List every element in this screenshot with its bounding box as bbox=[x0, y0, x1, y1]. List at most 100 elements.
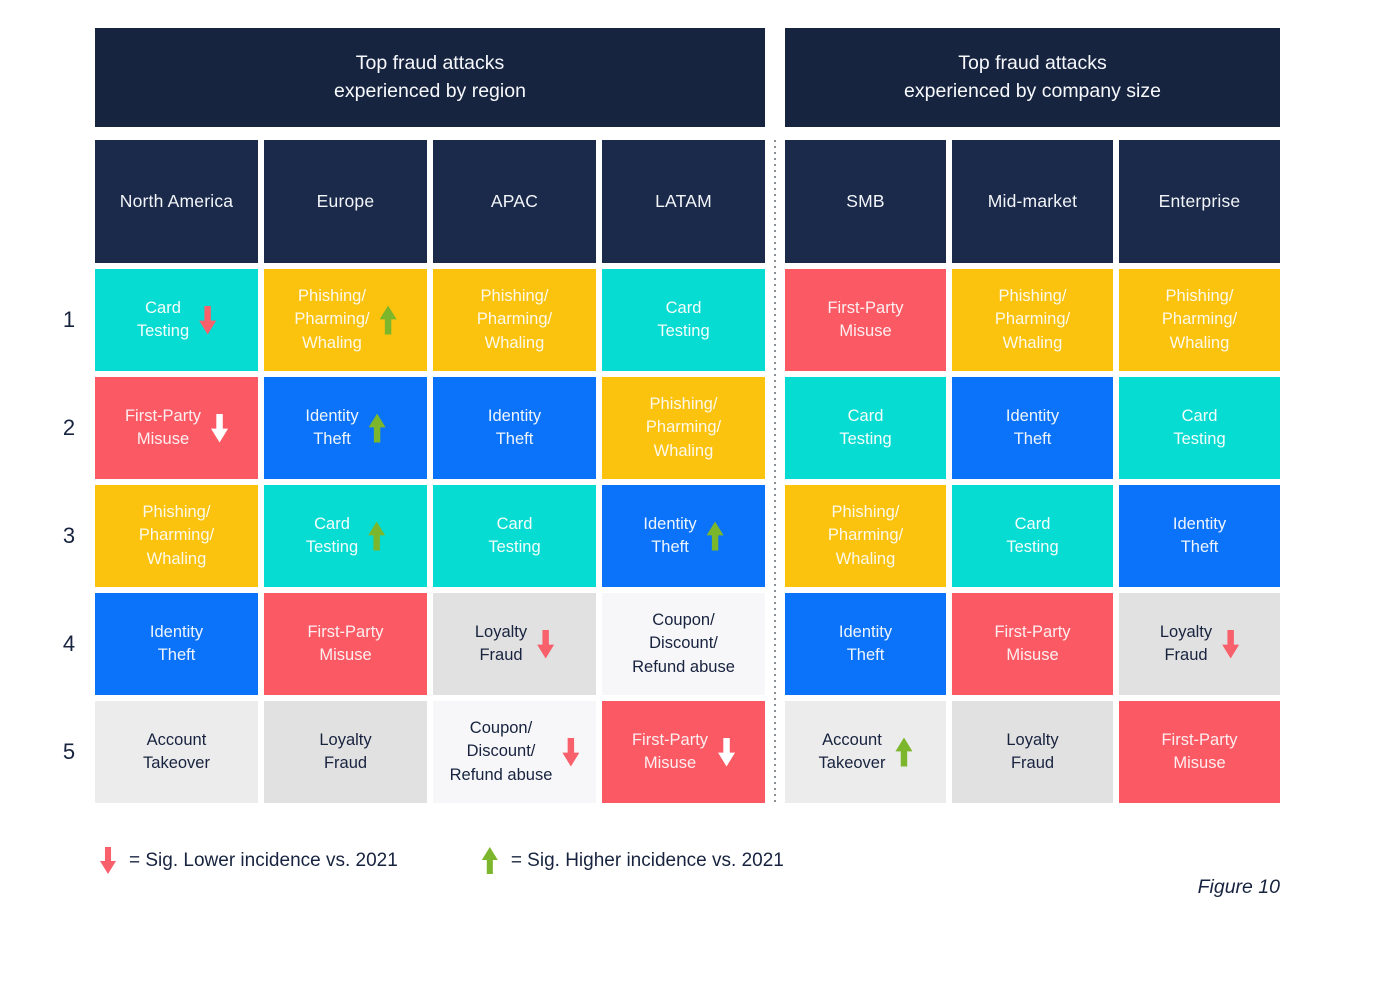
cell-enterprise-rank-1: Phishing/ Pharming/ Whaling bbox=[1119, 269, 1280, 371]
attack-label: Coupon/ Discount/ Refund abuse bbox=[449, 718, 553, 784]
column-header-north-america: North America bbox=[95, 140, 258, 263]
attack-label: Card Testing bbox=[305, 514, 359, 556]
legend-lower-label: = Sig. Lower incidence vs. 2021 bbox=[129, 849, 398, 871]
cell-mid-market-rank-2: Identity Theft bbox=[952, 377, 1113, 479]
attack-label: Phishing/ Pharming/ Whaling bbox=[1161, 286, 1238, 352]
attack-label: Loyalty Fraud bbox=[319, 730, 372, 772]
cell-north-america-rank-4: Identity Theft bbox=[95, 593, 258, 695]
trend-arrow-icon bbox=[368, 413, 386, 443]
attack-label: Phishing/ Pharming/ Whaling bbox=[476, 286, 553, 352]
attack-label: Phishing/ Pharming/ Whaling bbox=[138, 502, 215, 568]
attack-label: Identity Theft bbox=[1172, 514, 1227, 556]
cell-mid-market-rank-1: Phishing/ Pharming/ Whaling bbox=[952, 269, 1113, 371]
attack-label: Phishing/ Pharming/ Whaling bbox=[827, 502, 904, 568]
figure-number-label: Figure 10 bbox=[1197, 876, 1280, 898]
attack-label: Phishing/ Pharming/ Whaling bbox=[294, 286, 370, 352]
cell-apac-rank-3: Card Testing bbox=[433, 485, 596, 587]
attack-label: Identity Theft bbox=[838, 622, 893, 664]
attack-label: Phishing/ Pharming/ Whaling bbox=[994, 286, 1071, 352]
cell-latam-rank-4: Coupon/ Discount/ Refund abuse bbox=[602, 593, 765, 695]
cell-smb-rank-5: Account Takeover bbox=[785, 701, 946, 803]
cell-north-america-rank-5: Account Takeover bbox=[95, 701, 258, 803]
trend-arrow-icon bbox=[211, 413, 229, 443]
cell-mid-market-rank-5: Loyalty Fraud bbox=[952, 701, 1113, 803]
cell-apac-rank-5: Coupon/ Discount/ Refund abuse bbox=[433, 701, 596, 803]
cell-europe-rank-4: First-Party Misuse bbox=[264, 593, 427, 695]
attack-label: Card Testing bbox=[1173, 406, 1226, 448]
trend-arrow-icon bbox=[1222, 629, 1240, 659]
attack-label: Identity Theft bbox=[1005, 406, 1060, 448]
attack-label: Card Testing bbox=[1006, 514, 1059, 556]
trend-arrow-icon bbox=[379, 305, 397, 335]
cell-apac-rank-1: Phishing/ Pharming/ Whaling bbox=[433, 269, 596, 371]
attack-label: Card Testing bbox=[657, 298, 710, 340]
cell-north-america-rank-3: Phishing/ Pharming/ Whaling bbox=[95, 485, 258, 587]
cell-north-america-rank-1: Card Testing bbox=[95, 269, 258, 371]
attack-label: First-Party Misuse bbox=[827, 298, 904, 340]
cell-europe-rank-1: Phishing/ Pharming/ Whaling bbox=[264, 269, 427, 371]
column-header-latam: LATAM bbox=[602, 140, 765, 263]
cell-smb-rank-4: Identity Theft bbox=[785, 593, 946, 695]
column-header-mid-market: Mid-market bbox=[952, 140, 1113, 263]
rank-label-5: 5 bbox=[62, 739, 76, 764]
column-header-europe: Europe bbox=[264, 140, 427, 263]
attack-label: Identity Theft bbox=[305, 406, 359, 448]
rank-label-1: 1 bbox=[62, 307, 76, 332]
rank-label-4: 4 bbox=[62, 631, 76, 656]
table-divider-dotted-line bbox=[774, 140, 776, 803]
attack-label: Identity Theft bbox=[643, 514, 697, 556]
cell-apac-rank-2: Identity Theft bbox=[433, 377, 596, 479]
trend-arrow-icon bbox=[895, 737, 913, 767]
cell-europe-rank-3: Card Testing bbox=[264, 485, 427, 587]
column-header-apac: APAC bbox=[433, 140, 596, 263]
attack-label: First-Party Misuse bbox=[994, 622, 1071, 664]
cell-smb-rank-3: Phishing/ Pharming/ Whaling bbox=[785, 485, 946, 587]
attack-label: Identity Theft bbox=[487, 406, 542, 448]
cell-latam-rank-5: First-Party Misuse bbox=[602, 701, 765, 803]
column-header-enterprise: Enterprise bbox=[1119, 140, 1280, 263]
cell-latam-rank-3: Identity Theft bbox=[602, 485, 765, 587]
cell-north-america-rank-2: First-Party Misuse bbox=[95, 377, 258, 479]
trend-arrow-icon bbox=[368, 521, 386, 551]
cell-apac-rank-4: Loyalty Fraud bbox=[433, 593, 596, 695]
cell-europe-rank-5: Loyalty Fraud bbox=[264, 701, 427, 803]
down-arrow-icon bbox=[100, 847, 116, 874]
attack-label: Loyalty Fraud bbox=[1006, 730, 1059, 772]
attack-label: Card Testing bbox=[839, 406, 892, 448]
legend: = Sig. Lower incidence vs. 2021 = Sig. H… bbox=[100, 847, 1383, 874]
trend-arrow-icon bbox=[562, 737, 580, 767]
cell-enterprise-rank-3: Identity Theft bbox=[1119, 485, 1280, 587]
cell-enterprise-rank-2: Card Testing bbox=[1119, 377, 1280, 479]
attack-label: Coupon/ Discount/ Refund abuse bbox=[632, 610, 735, 676]
cell-enterprise-rank-4: Loyalty Fraud bbox=[1119, 593, 1280, 695]
attack-label: Loyalty Fraud bbox=[474, 622, 528, 664]
attack-label: Card Testing bbox=[136, 298, 190, 340]
attack-label: Card Testing bbox=[488, 514, 541, 556]
cell-enterprise-rank-5: First-Party Misuse bbox=[1119, 701, 1280, 803]
attack-label: Loyalty Fraud bbox=[1159, 622, 1213, 664]
attack-label: Account Takeover bbox=[143, 730, 210, 772]
trend-arrow-icon bbox=[199, 305, 217, 335]
legend-item-higher: = Sig. Higher incidence vs. 2021 bbox=[481, 847, 784, 874]
trend-arrow-icon bbox=[706, 521, 724, 551]
attack-label: Identity Theft bbox=[149, 622, 204, 664]
legend-item-lower: = Sig. Lower incidence vs. 2021 bbox=[100, 847, 398, 874]
column-header-smb: SMB bbox=[785, 140, 946, 263]
cell-europe-rank-2: Identity Theft bbox=[264, 377, 427, 479]
rank-label-3: 3 bbox=[62, 523, 76, 548]
attack-label: Account Takeover bbox=[818, 730, 886, 772]
cell-latam-rank-2: Phishing/ Pharming/ Whaling bbox=[602, 377, 765, 479]
cell-mid-market-rank-3: Card Testing bbox=[952, 485, 1113, 587]
cell-mid-market-rank-4: First-Party Misuse bbox=[952, 593, 1113, 695]
attack-label: First-Party Misuse bbox=[631, 730, 709, 772]
legend-higher-label: = Sig. Higher incidence vs. 2021 bbox=[510, 849, 784, 871]
cell-smb-rank-1: First-Party Misuse bbox=[785, 269, 946, 371]
rank-label-2: 2 bbox=[62, 415, 76, 440]
attack-label: Phishing/ Pharming/ Whaling bbox=[645, 394, 722, 460]
attack-label: First-Party Misuse bbox=[1161, 730, 1238, 772]
trend-arrow-icon bbox=[718, 737, 736, 767]
region-table-title: Top fraud attacks experienced by region bbox=[95, 28, 765, 127]
up-arrow-icon bbox=[481, 847, 498, 874]
company-size-table-title: Top fraud attacks experienced by company… bbox=[785, 28, 1280, 127]
attack-label: First-Party Misuse bbox=[124, 406, 202, 448]
